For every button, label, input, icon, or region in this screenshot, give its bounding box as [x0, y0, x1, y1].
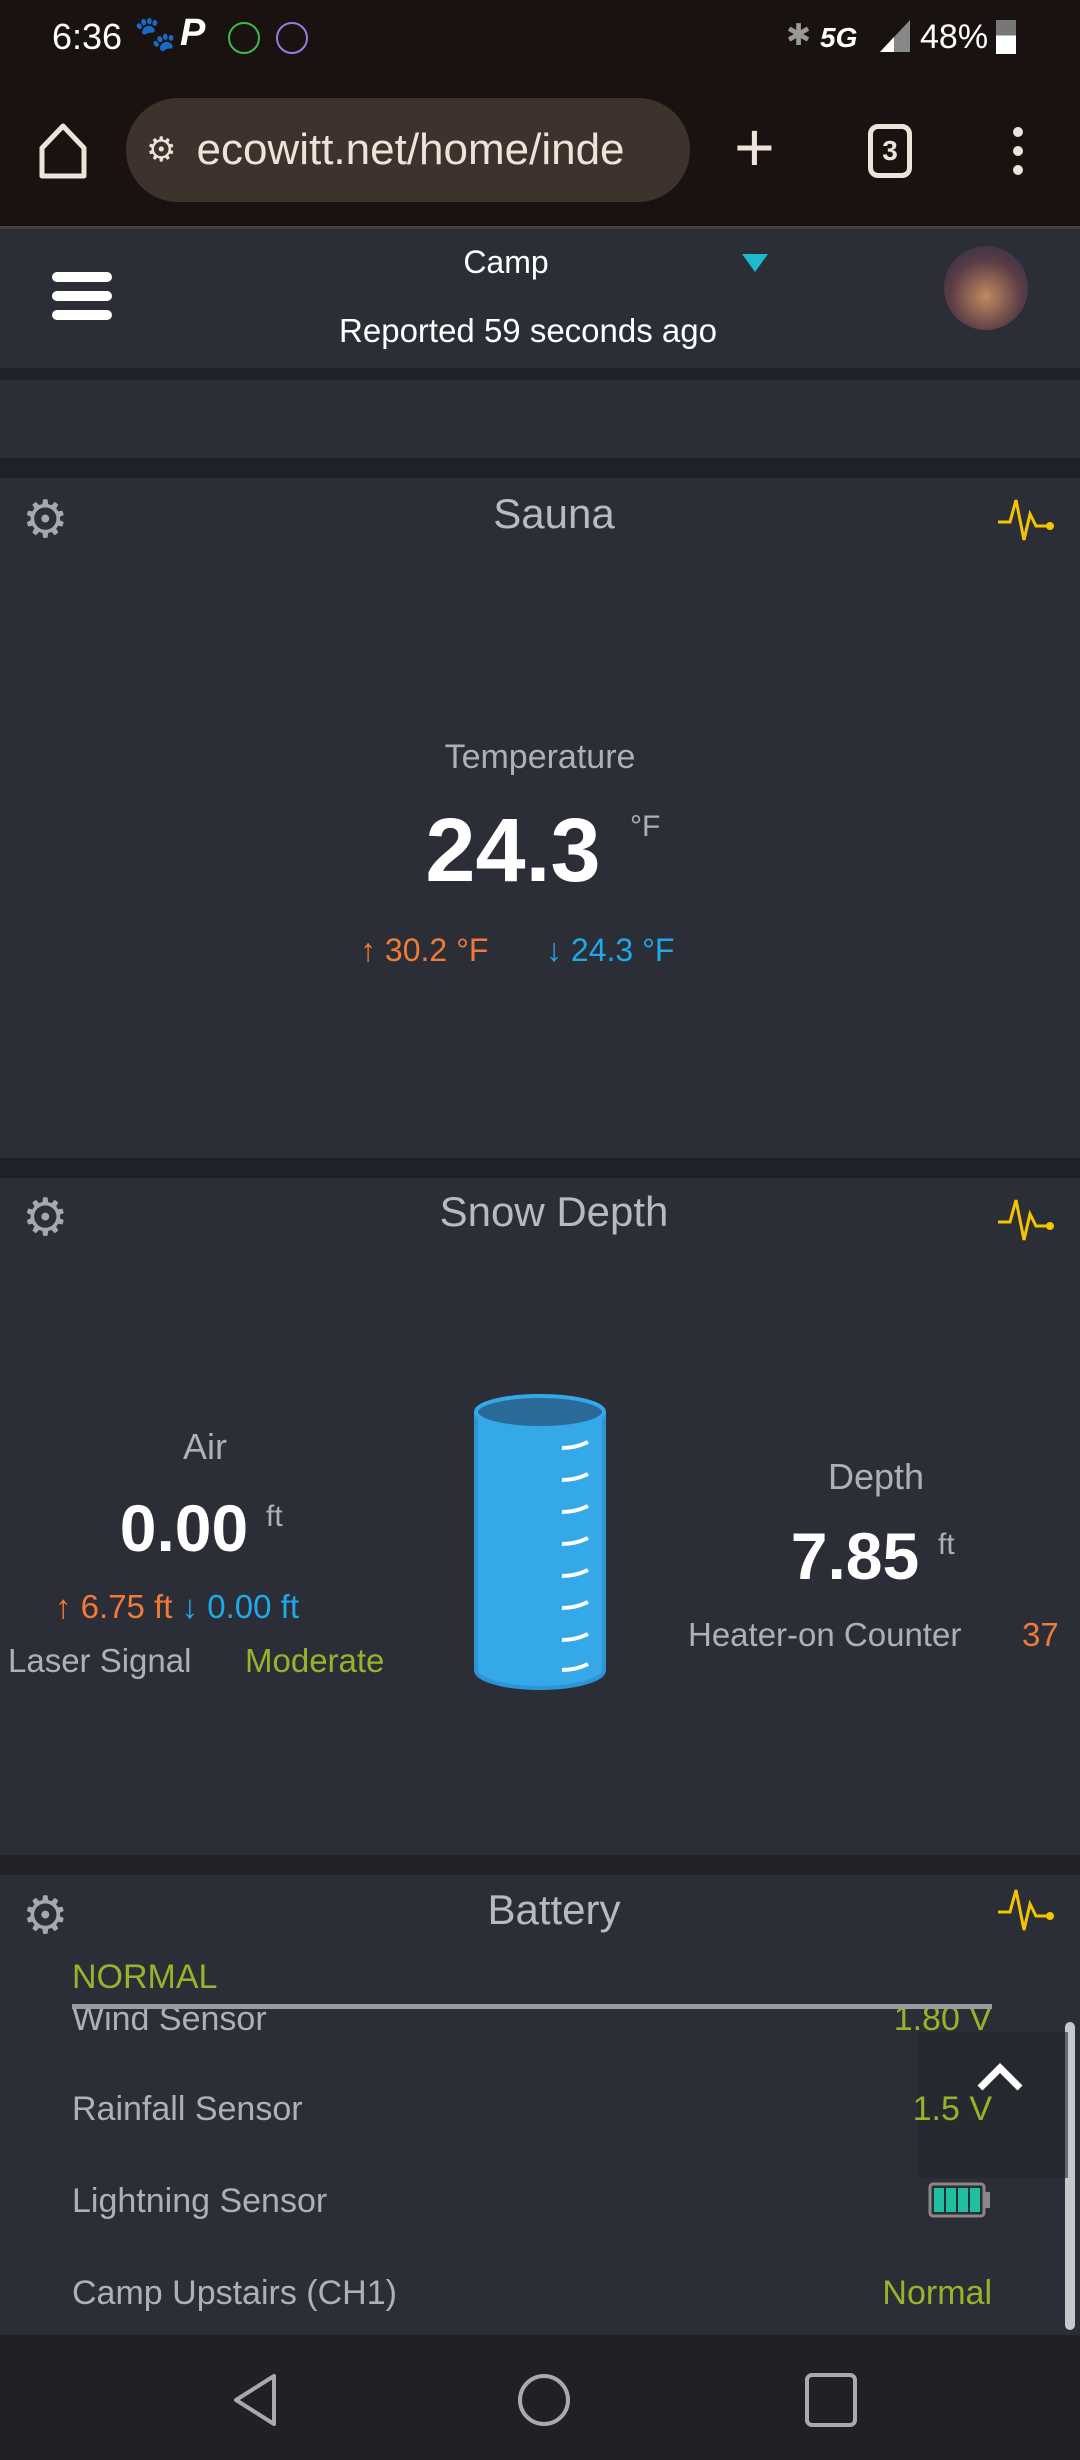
sauna-card — [0, 478, 1080, 1158]
depth-unit: ft — [938, 1528, 955, 1561]
home-nav-icon[interactable] — [516, 2372, 572, 2428]
battery-row: Rainfall Sensor 1.5 V — [72, 2090, 992, 2128]
card-title: Battery — [487, 1886, 621, 1933]
paw-icon: 🐾 — [134, 15, 177, 53]
battery-row: Wind Sensor 1.80 V — [72, 2008, 992, 2038]
heater-counter-label: Heater-on Counter — [688, 1616, 962, 1653]
air-low: ↓ 0.00 ft — [181, 1588, 299, 1625]
laser-signal-label: Laser Signal — [8, 1642, 192, 1679]
bluetooth-icon: ✱ — [786, 19, 812, 52]
temperature-unit: °F — [630, 810, 661, 843]
air-label: Air — [183, 1426, 227, 1467]
temperature-high: ↑ 30.2 °F — [360, 932, 489, 968]
battery-row: Lightning Sensor — [72, 2182, 992, 2221]
scrollbar[interactable] — [1065, 2022, 1075, 2330]
more-options-icon[interactable] — [1008, 126, 1028, 176]
gear-icon[interactable]: ⚙ — [22, 1887, 69, 1945]
temperature-value: 24.3 — [425, 801, 601, 901]
depth-value: 7.85 — [790, 1519, 920, 1593]
battery-status: NORMAL — [72, 1958, 218, 1996]
address-bar[interactable]: ⚙ ecowitt.net/home/inde — [126, 98, 690, 202]
chart-pulse-icon[interactable] — [996, 496, 1056, 544]
tab-count-button[interactable]: 3 — [868, 124, 912, 178]
url-text: ecowitt.net/home/inde — [196, 125, 625, 174]
reported-time: Reported 59 seconds ago — [339, 312, 717, 349]
signal-icon — [880, 20, 910, 52]
gear-icon[interactable]: ⚙ — [22, 491, 69, 549]
avatar[interactable] — [944, 246, 1028, 330]
gear-icon[interactable]: ⚙ — [22, 1189, 69, 1247]
battery-row: Camp Upstairs (CH1) Normal — [72, 2274, 992, 2312]
rainfall-battery-value: 1.5 V — [912, 2090, 992, 2128]
air-high-low: ↑ 6.75 ft ↓ 0.00 ft — [55, 1588, 299, 1626]
app-notification-icon — [276, 22, 308, 54]
pinterest-icon: P — [180, 12, 206, 54]
temperature-low: ↓ 24.3 °F — [546, 932, 675, 968]
snow-gauge-icon — [474, 1394, 606, 1690]
network-type: 5G — [820, 22, 858, 53]
chart-pulse-icon[interactable] — [996, 1196, 1056, 1244]
scroll-to-top-button[interactable] — [918, 2032, 1068, 2178]
chart-pulse-icon[interactable] — [996, 1886, 1056, 1934]
home-app-icon — [228, 22, 260, 54]
card-title: Snow Depth — [439, 1188, 669, 1235]
air-high: ↑ 6.75 ft — [55, 1588, 173, 1625]
air-unit: ft — [266, 1500, 283, 1533]
new-tab-icon[interactable]: + — [734, 108, 775, 186]
laser-signal-value: Moderate — [245, 1642, 385, 1679]
battery-card — [0, 1875, 1080, 2335]
hamburger-menu-icon[interactable] — [52, 272, 112, 320]
location-selector[interactable]: Camp — [463, 244, 549, 280]
battery-level-icon — [928, 2182, 990, 2218]
battery-icon — [996, 20, 1016, 54]
card-title: Sauna — [493, 490, 615, 537]
chevron-up-icon — [977, 2063, 1023, 2091]
site-settings-icon[interactable]: ⚙ — [146, 131, 177, 169]
dropdown-arrow-icon[interactable] — [742, 254, 768, 272]
status-time: 6:36 — [52, 16, 123, 57]
system-nav-bar — [0, 2335, 1080, 2460]
temperature-label: Temperature — [444, 738, 636, 776]
divider — [72, 2004, 992, 2009]
recents-icon[interactable] — [804, 2372, 858, 2428]
battery-percent: 48% — [920, 18, 989, 56]
app-header — [0, 226, 1080, 368]
back-icon[interactable] — [230, 2372, 280, 2428]
spacer-card — [0, 380, 1080, 458]
home-icon[interactable] — [38, 122, 88, 180]
air-value: 0.00 — [119, 1491, 249, 1565]
heater-counter-value: 37 — [1022, 1616, 1059, 1653]
depth-label: Depth — [827, 1456, 925, 1497]
